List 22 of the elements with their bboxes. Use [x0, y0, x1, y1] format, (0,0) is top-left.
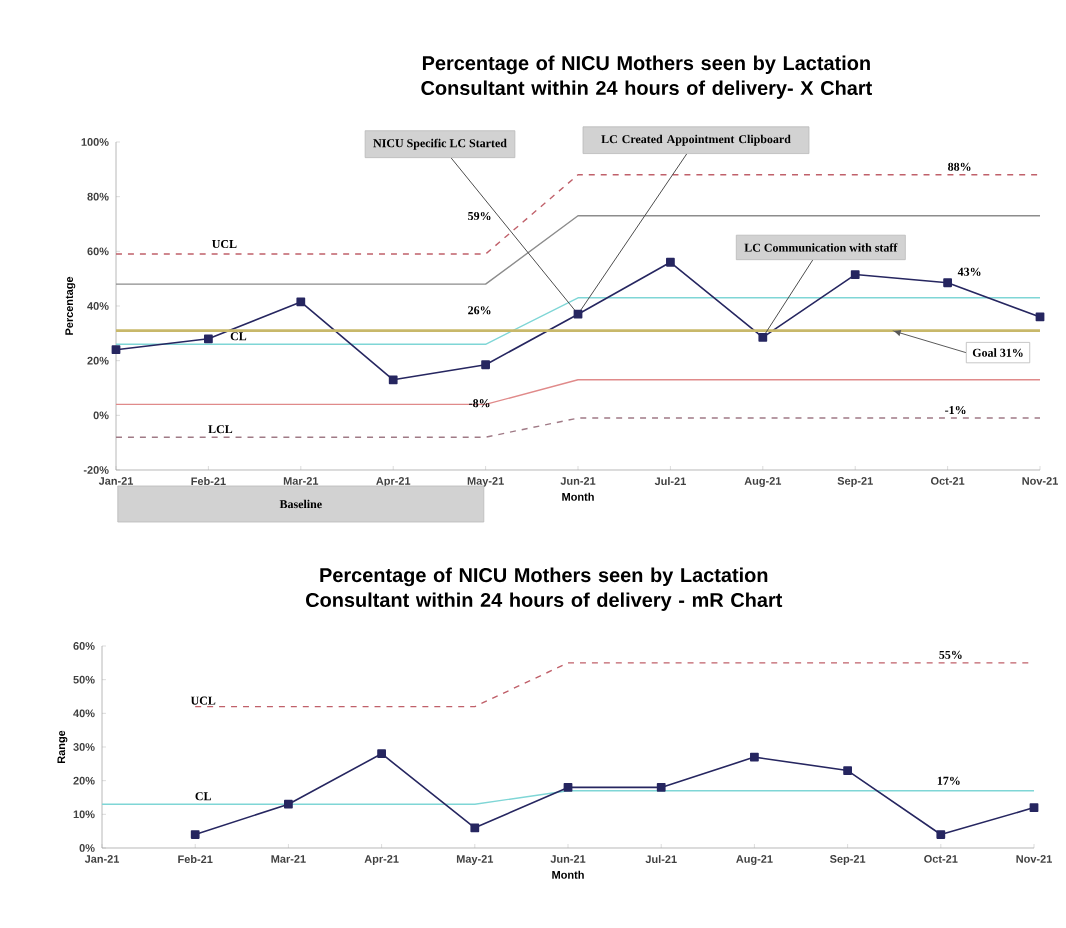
point — [843, 766, 852, 775]
point — [296, 297, 306, 307]
point — [377, 749, 386, 759]
chart-title: Percentage of NICU Mothers seen by Lactation Consultant within 24 hours of delivery - mR Chart — [306, 567, 783, 611]
point — [481, 360, 490, 370]
point — [943, 278, 952, 288]
point — [284, 799, 293, 809]
point — [573, 309, 583, 319]
point — [850, 270, 860, 279]
point — [563, 783, 573, 792]
point — [190, 830, 200, 839]
point — [936, 830, 946, 839]
point — [758, 333, 768, 342]
point — [111, 345, 121, 355]
point — [666, 257, 675, 267]
point — [656, 783, 666, 792]
point — [1029, 803, 1039, 812]
point — [470, 823, 480, 833]
chart-title: Percentage of NICU Mothers seen by Lactation Consultant within 24 hours of delivery- X Chart — [421, 55, 872, 99]
point — [204, 334, 213, 344]
point — [750, 752, 759, 762]
point — [388, 375, 398, 385]
